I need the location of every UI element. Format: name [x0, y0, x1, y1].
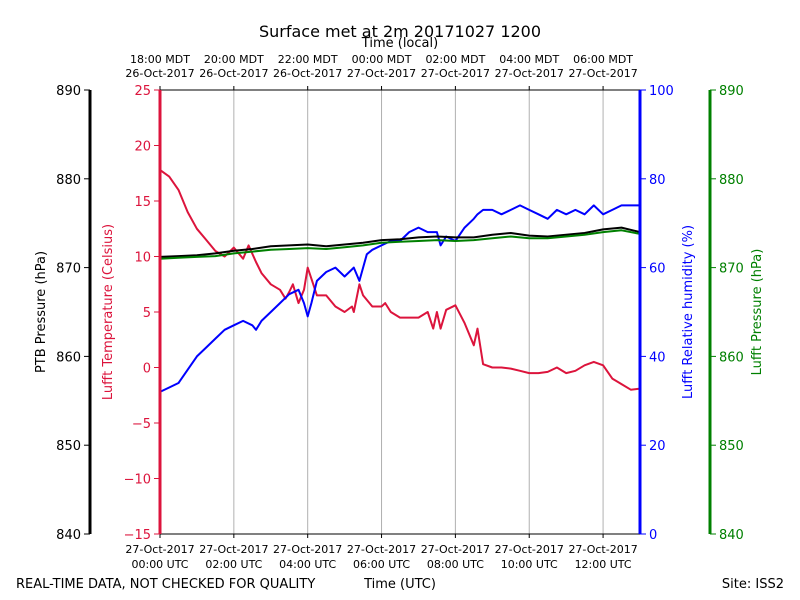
- lufft-pressure-axis-tick-label: 890: [719, 84, 744, 99]
- bottom-tick-label: 06:00 UTC: [353, 558, 410, 571]
- ptb_pressure-series-line: [159, 226, 641, 258]
- top-tick-date: 26-Oct-2017: [199, 67, 268, 80]
- top-tick-date: 26-Oct-2017: [273, 67, 342, 80]
- bottom-tick-label: 08:00 UTC: [427, 558, 484, 571]
- quality-note: REAL-TIME DATA, NOT CHECKED FOR QUALITY: [16, 577, 315, 592]
- temperature-axis-tick-label: 5: [143, 306, 151, 321]
- temperature-axis-tick-label: −10: [124, 473, 151, 488]
- humidity-axis-tick-label: 80: [649, 173, 666, 188]
- grid-lines: [233, 90, 604, 534]
- temperature-axis-tick-label: 0: [143, 362, 151, 377]
- chart-title: Surface met at 2m 20171027 1200: [259, 22, 541, 41]
- plot-lines: [159, 169, 641, 393]
- bottom-tick-date: 27-Oct-2017: [125, 543, 194, 556]
- humidity-axis-label: Lufft Relative humidity (%): [681, 225, 696, 399]
- lufft_pressure-series-line: [159, 229, 641, 260]
- lufft-pressure-axis-tick-label: 870: [719, 262, 744, 277]
- bottom-tick-date: 27-Oct-2017: [273, 543, 342, 556]
- temperature-axis-tick-label: −15: [124, 528, 151, 543]
- top-axis-label: Time (local): [361, 36, 438, 51]
- bottom-tick-date: 27-Oct-2017: [568, 543, 637, 556]
- top-tick-label: 04:00 MDT: [499, 53, 559, 66]
- top-tick-label: 20:00 MDT: [204, 53, 264, 66]
- top-tick-label: 06:00 MDT: [573, 53, 633, 66]
- top-tick-label: 00:00 MDT: [352, 53, 412, 66]
- bottom-tick-label: 00:00 UTC: [131, 558, 188, 571]
- top-tick-date: 26-Oct-2017: [125, 67, 194, 80]
- top-tick-date: 27-Oct-2017: [421, 67, 490, 80]
- temperature-axis-label: Lufft Temperature (Celsius): [101, 224, 116, 400]
- humidity-axis-tick-label: 20: [649, 439, 666, 454]
- ptb-pressure-axis-tick-label: 860: [56, 350, 81, 365]
- bottom-tick-label: 10:00 UTC: [501, 558, 558, 571]
- ptb-pressure-axis-tick-label: 880: [56, 173, 81, 188]
- temperature-axis-tick-label: 15: [134, 195, 151, 210]
- ptb-pressure-axis-tick-label: 850: [56, 439, 81, 454]
- top-tick-date: 27-Oct-2017: [495, 67, 564, 80]
- lufft-pressure-axis-label: Lufft Pressure (hPa): [750, 249, 765, 376]
- humidity-axis-tick-label: 100: [649, 84, 674, 99]
- top-tick-date: 27-Oct-2017: [347, 67, 416, 80]
- lufft-pressure-axis-tick-label: 860: [719, 350, 744, 365]
- temperature-axis-tick-label: 25: [134, 84, 151, 99]
- plot-frame: [160, 89, 640, 535]
- bottom-tick-label: 12:00 UTC: [575, 558, 632, 571]
- temperature-axis-tick-label: −5: [132, 417, 151, 432]
- top-tick-label: 22:00 MDT: [278, 53, 338, 66]
- bottom-tick-label: 04:00 UTC: [279, 558, 336, 571]
- bottom-tick-date: 27-Oct-2017: [347, 543, 416, 556]
- top-tick-label: 02:00 MDT: [425, 53, 485, 66]
- temperature-axis-tick-label: 20: [134, 140, 151, 155]
- temperature-axis-tick-label: 10: [134, 251, 151, 266]
- site-label: Site: ISS2: [722, 577, 784, 592]
- lufft-pressure-axis-tick-label: 840: [719, 528, 744, 543]
- top-tick-label: 18:00 MDT: [130, 53, 190, 66]
- lufft-pressure-axis-tick-label: 850: [719, 439, 744, 454]
- temperature-series-line: [159, 169, 641, 391]
- humidity-axis-tick-label: 40: [649, 350, 666, 365]
- ptb-pressure-axis-tick-label: 890: [56, 84, 81, 99]
- ptb-pressure-axis-tick-label: 870: [56, 262, 81, 277]
- top-tick-date: 27-Oct-2017: [568, 67, 637, 80]
- humidity-axis-tick-label: 60: [649, 262, 666, 277]
- bottom-tick-date: 27-Oct-2017: [421, 543, 490, 556]
- x-axis-label: Time (UTC): [363, 577, 436, 592]
- bottom-tick-date: 27-Oct-2017: [199, 543, 268, 556]
- humidity-axis-tick-label: 0: [649, 528, 657, 543]
- bottom-tick-date: 27-Oct-2017: [495, 543, 564, 556]
- ptb-pressure-axis-tick-label: 840: [56, 528, 81, 543]
- lufft-pressure-axis-tick-label: 880: [719, 173, 744, 188]
- ptb-pressure-axis-label: PTB Pressure (hPa): [34, 251, 49, 373]
- bottom-tick-label: 02:00 UTC: [205, 558, 262, 571]
- humidity-series-line: [159, 204, 640, 393]
